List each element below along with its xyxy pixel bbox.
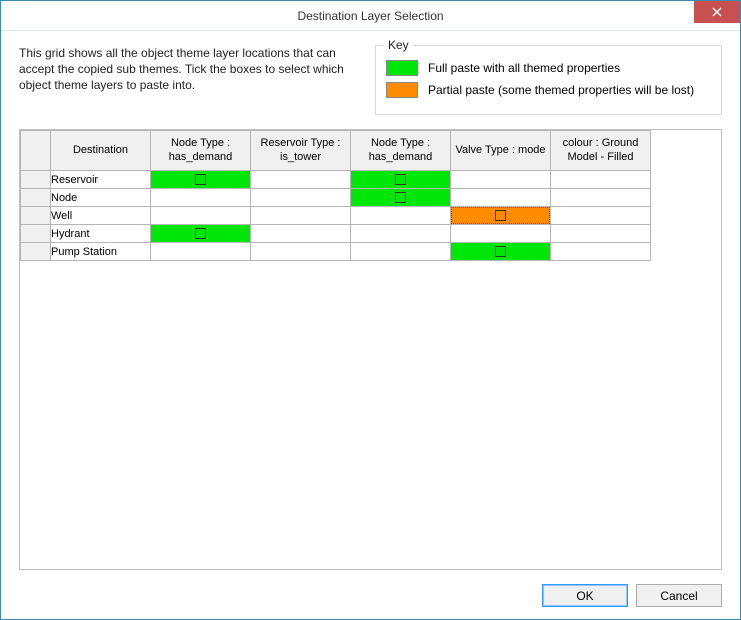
grid-cell: [251, 171, 351, 189]
table-row: Node: [21, 189, 651, 207]
upper-row: This grid shows all the object theme lay…: [19, 45, 722, 115]
row-number-cell: [21, 171, 51, 189]
ok-button[interactable]: OK: [542, 584, 628, 607]
checkbox[interactable]: [495, 246, 506, 257]
row-number-cell: [21, 243, 51, 261]
grid-cell: [451, 189, 551, 207]
grid-cell: [251, 189, 351, 207]
destination-cell: Well: [51, 207, 151, 225]
grid-cell[interactable]: [351, 171, 451, 189]
grid-cell[interactable]: [351, 189, 451, 207]
footer: OK Cancel: [19, 580, 722, 607]
checkbox[interactable]: [195, 228, 206, 239]
grid-cell[interactable]: [451, 207, 551, 225]
header-col-4: Valve Type : mode: [451, 131, 551, 171]
grid-cell[interactable]: [151, 171, 251, 189]
header-col-5: colour : Ground Model - Filled: [551, 131, 651, 171]
grid-cell: [551, 225, 651, 243]
header-col-3: Node Type : has_demand: [351, 131, 451, 171]
table-row: Hydrant: [21, 225, 651, 243]
grid-cell: [251, 243, 351, 261]
destination-grid: DestinationNode Type : has_demandReservo…: [20, 130, 651, 261]
header-blank: [21, 131, 51, 171]
checkbox[interactable]: [395, 192, 406, 203]
checkbox[interactable]: [195, 174, 206, 185]
key-row-full: Full paste with all themed properties: [386, 60, 711, 76]
header-col-1: Node Type : has_demand: [151, 131, 251, 171]
row-number-cell: [21, 207, 51, 225]
dialog-window: Destination Layer Selection This grid sh…: [0, 0, 741, 620]
header-row: DestinationNode Type : has_demandReservo…: [21, 131, 651, 171]
grid-cell: [551, 189, 651, 207]
key-legend: Key Full paste with all themed propertie…: [375, 45, 722, 115]
close-button[interactable]: [694, 1, 740, 23]
grid-cell: [251, 207, 351, 225]
key-text-full: Full paste with all themed properties: [428, 61, 620, 75]
grid-cell: [351, 225, 451, 243]
destination-cell: Reservoir: [51, 171, 151, 189]
cancel-button[interactable]: Cancel: [636, 584, 722, 607]
grid-cell[interactable]: [151, 225, 251, 243]
grid-cell: [451, 171, 551, 189]
key-swatch-full: [386, 60, 418, 76]
table-row: Pump Station: [21, 243, 651, 261]
grid-cell: [351, 207, 451, 225]
row-number-cell: [21, 225, 51, 243]
destination-cell: Pump Station: [51, 243, 151, 261]
grid-cell: [551, 207, 651, 225]
checkbox[interactable]: [495, 210, 506, 221]
checkbox[interactable]: [395, 174, 406, 185]
grid-cell: [351, 243, 451, 261]
table-row: Well: [21, 207, 651, 225]
row-number-cell: [21, 189, 51, 207]
key-label: Key: [384, 38, 413, 52]
table-row: Reservoir: [21, 171, 651, 189]
titlebar-title: Destination Layer Selection: [1, 9, 740, 23]
grid-cell: [151, 207, 251, 225]
grid-cell[interactable]: [451, 243, 551, 261]
grid-cell: [551, 243, 651, 261]
key-swatch-partial: [386, 82, 418, 98]
grid-cell: [151, 189, 251, 207]
grid-cell: [251, 225, 351, 243]
grid-cell: [151, 243, 251, 261]
content-area: This grid shows all the object theme lay…: [1, 31, 740, 619]
grid-container: DestinationNode Type : has_demandReservo…: [19, 129, 722, 570]
destination-cell: Node: [51, 189, 151, 207]
description-text: This grid shows all the object theme lay…: [19, 45, 359, 115]
key-row-partial: Partial paste (some themed properties wi…: [386, 82, 711, 98]
grid-cell: [451, 225, 551, 243]
destination-cell: Hydrant: [51, 225, 151, 243]
header-col-2: Reservoir Type : is_tower: [251, 131, 351, 171]
header-destination: Destination: [51, 131, 151, 171]
titlebar: Destination Layer Selection: [1, 1, 740, 31]
grid-cell: [551, 171, 651, 189]
close-icon: [712, 7, 722, 17]
key-text-partial: Partial paste (some themed properties wi…: [428, 83, 694, 97]
